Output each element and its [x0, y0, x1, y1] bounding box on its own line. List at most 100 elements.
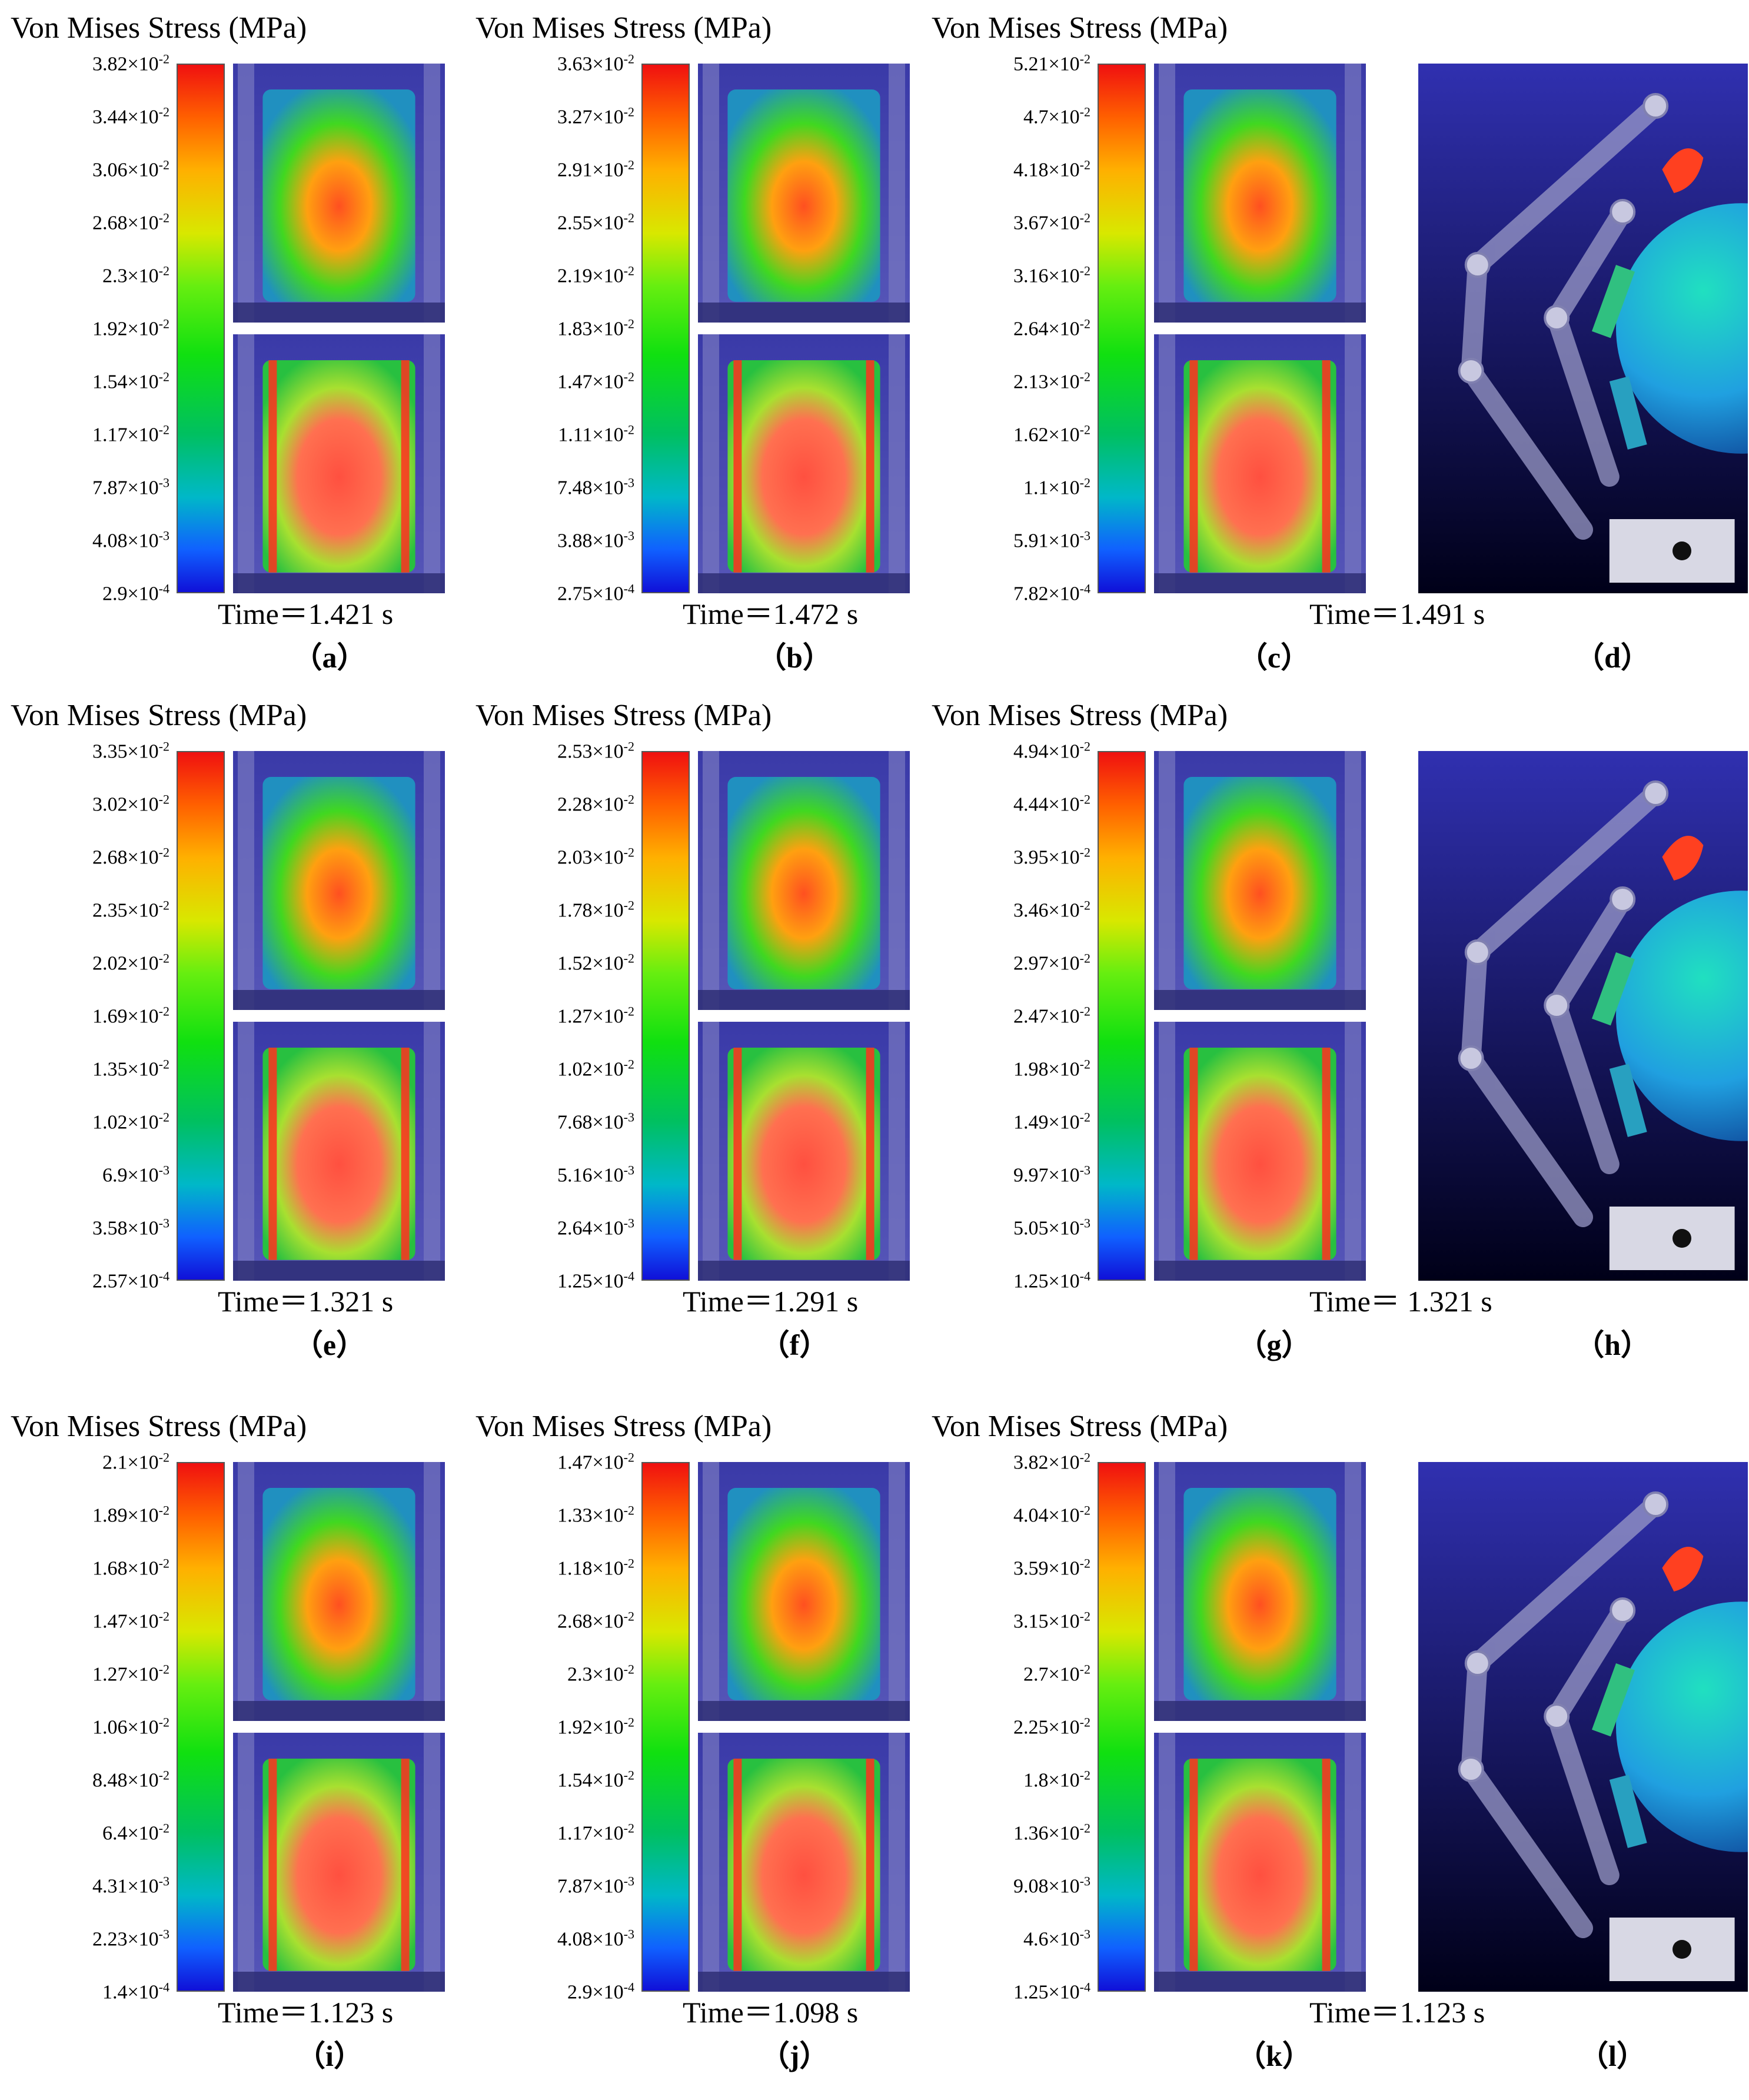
stress-panel-top-0-1-graphic — [698, 64, 910, 323]
colorbar-title: Von Mises Stress (MPa) — [476, 699, 772, 732]
tick-exponent: -3 — [623, 1109, 634, 1125]
tick-mantissa: 8.48 — [92, 1769, 128, 1792]
plot-group-1-1: Von Mises Stress (MPa) 2.53×10-2 2.28×10-2… — [465, 687, 947, 1370]
tick-exponent: -2 — [1079, 369, 1090, 384]
tick-mantissa: 4.44 — [1013, 793, 1049, 816]
tick-mantissa: 1.54 — [557, 1769, 593, 1792]
tick-mantissa: 3.63 — [557, 53, 593, 75]
tick-exponent: -2 — [158, 792, 169, 807]
colorbar-tick-label: 7.87×10-3 — [557, 1875, 634, 1896]
colorbar-ticks: 3.63×10-2 3.27×10-2 2.91×10-2 2.55×10-2 2.19… — [465, 52, 634, 604]
tick-mantissa: 2.03 — [557, 846, 593, 869]
tick-exponent: -2 — [158, 951, 169, 966]
tick-exponent: -2 — [623, 1056, 634, 1072]
tick-exponent: -2 — [158, 422, 169, 437]
stress-panel-bottom-2-0 — [233, 1733, 445, 1992]
stress-panel-top-1-0 — [233, 751, 445, 1010]
tick-mantissa: 3.82 — [92, 53, 128, 75]
stress-panel-top-2-1-graphic — [698, 1462, 910, 1721]
tick-exponent: -2 — [1079, 210, 1090, 225]
colorbar-tick-label: 1.69×10-2 — [92, 1005, 169, 1026]
tick-exponent: -2 — [158, 1109, 169, 1125]
tick-mantissa: 2.7 — [1023, 1663, 1049, 1686]
time-label: Time＝1.123 s — [218, 1996, 394, 2029]
time-label: Time＝1.421 s — [218, 597, 394, 630]
tick-times-ten: ×10 — [592, 583, 624, 605]
stress-panel-top-0-1 — [698, 64, 910, 323]
tick-mantissa: 1.54 — [92, 371, 128, 393]
tick-times-ten: ×10 — [1048, 1981, 1080, 2003]
tick-times-ten: ×10 — [127, 1504, 159, 1527]
tick-times-ten: ×10 — [127, 952, 159, 975]
tick-times-ten: ×10 — [127, 159, 159, 181]
tick-mantissa: 4.08 — [557, 1928, 593, 1951]
stress-panel-bottom-0-2 — [1154, 334, 1366, 593]
stress-panel-bottom-2-2-graphic — [1154, 1733, 1366, 1992]
colorbar-tick-label: 2.3×10-2 — [567, 1663, 634, 1684]
tick-exponent: -4 — [623, 1979, 634, 1995]
tick-mantissa: 1.47 — [92, 1610, 128, 1633]
colorbar-tick-label: 5.16×10-3 — [557, 1164, 634, 1185]
tick-times-ten: ×10 — [127, 1217, 159, 1240]
colorbar-tick-label: 3.46×10-2 — [1013, 899, 1090, 921]
tick-times-ten: ×10 — [592, 530, 624, 552]
tick-mantissa: 2.9 — [567, 1981, 593, 2003]
tick-times-ten: ×10 — [1048, 1610, 1080, 1633]
tick-mantissa: 2.19 — [557, 265, 593, 287]
colorbar-tick-label: 1.17×10-2 — [557, 1822, 634, 1843]
stress-panel-bottom-0-0-graphic — [233, 334, 445, 593]
colorbar — [177, 751, 225, 1281]
colorbar-tick-label: 4.18×10-2 — [1013, 158, 1090, 180]
tick-mantissa: 1.27 — [92, 1663, 128, 1686]
stress-panel-bottom-1-0 — [233, 1022, 445, 1281]
stress-panel-bottom-1-2-graphic — [1154, 1022, 1366, 1281]
tick-exponent: -3 — [158, 475, 169, 490]
tick-exponent: -4 — [623, 1268, 634, 1284]
tick-exponent: -3 — [623, 1926, 634, 1942]
tick-mantissa: 2.1 — [102, 1451, 128, 1474]
tick-exponent: -2 — [158, 1714, 169, 1730]
tick-mantissa: 1.69 — [92, 1005, 128, 1028]
tick-exponent: -2 — [623, 1609, 634, 1624]
tick-mantissa: 2.64 — [1013, 318, 1049, 340]
time-label: Time＝1.123 s — [1309, 1996, 1485, 2029]
colorbar-tick-label: 3.67×10-2 — [1013, 211, 1090, 233]
colorbar-tick-label: 9.08×10-3 — [1013, 1875, 1090, 1896]
colorbar-tick-label: 2.23×10-3 — [92, 1928, 169, 1949]
colorbar-tick-label: 2.47×10-2 — [1013, 1005, 1090, 1026]
tick-exponent: -3 — [623, 1873, 634, 1889]
tick-mantissa: 1.25 — [557, 1270, 593, 1292]
tick-exponent: -2 — [158, 1767, 169, 1783]
colorbar-tick-label: 3.35×10-2 — [92, 740, 169, 762]
colorbar-tick-label: 4.31×10-3 — [92, 1875, 169, 1896]
tick-mantissa: 1.49 — [1013, 1111, 1049, 1134]
tick-times-ten: ×10 — [127, 1058, 159, 1081]
tick-mantissa: 2.23 — [92, 1928, 128, 1951]
subfigure-label: （e） — [293, 1328, 366, 1361]
tick-mantissa: 6.9 — [102, 1164, 128, 1187]
tick-mantissa: 3.82 — [1013, 1451, 1049, 1474]
tick-times-ten: ×10 — [592, 1769, 624, 1792]
stress-panel-top-2-2 — [1154, 1462, 1366, 1721]
tick-times-ten: ×10 — [127, 1822, 159, 1845]
colorbar-title: Von Mises Stress (MPa) — [11, 699, 307, 732]
tick-times-ten: ×10 — [127, 793, 159, 816]
tick-times-ten: ×10 — [127, 53, 159, 75]
hand-panel-0-graphic — [1418, 64, 1748, 593]
tick-times-ten: ×10 — [592, 265, 624, 287]
colorbar — [641, 751, 690, 1281]
tick-times-ten: ×10 — [592, 106, 624, 128]
colorbar-tick-label: 1.47×10-2 — [92, 1610, 169, 1632]
tick-times-ten: ×10 — [1048, 159, 1080, 181]
tick-times-ten: ×10 — [1048, 1875, 1080, 1898]
tick-mantissa: 2.47 — [1013, 1005, 1049, 1028]
tick-mantissa: 2.9 — [102, 583, 128, 605]
tick-times-ten: ×10 — [127, 1005, 159, 1028]
tick-mantissa: 2.97 — [1013, 952, 1049, 975]
tick-times-ten: ×10 — [1048, 530, 1080, 552]
colorbar-tick-label: 2.97×10-2 — [1013, 952, 1090, 973]
tick-exponent: -2 — [623, 1450, 634, 1465]
tick-times-ten: ×10 — [592, 159, 624, 181]
tick-exponent: -2 — [623, 369, 634, 384]
tick-mantissa: 4.7 — [1023, 106, 1049, 128]
